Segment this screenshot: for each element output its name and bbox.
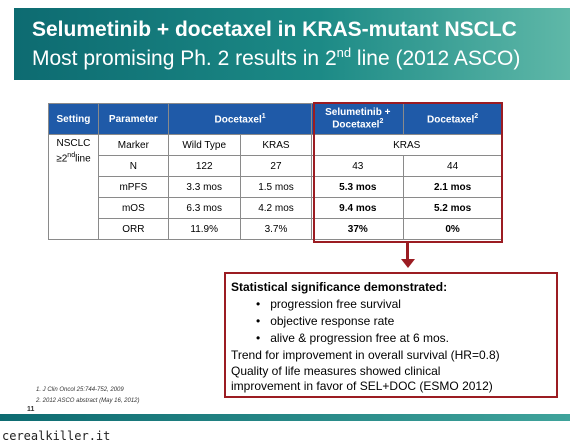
marker-label: Marker <box>97 134 169 156</box>
row-label: mOS <box>97 197 169 219</box>
header-selumetinib-line1: Selumetinib + <box>325 107 391 119</box>
header-selumetinib-sup: 2 <box>379 118 384 126</box>
table-row: ORR 11.9% 3.7% 37% 0% <box>49 218 502 240</box>
callout-box: Statistical significance demonstrated: •… <box>224 272 558 398</box>
header-setting: Setting <box>48 103 99 135</box>
table-row: mOS 6.3 mos 4.2 mos 9.4 mos 5.2 mos <box>49 197 502 219</box>
callout-heading: Statistical significance demonstrated: <box>231 280 448 294</box>
row-label: ORR <box>97 218 169 240</box>
setting-line2: ≥2 <box>56 153 68 165</box>
header-docetaxel-2: Docetaxel2 <box>403 103 502 135</box>
page-number: 11 <box>27 406 35 413</box>
marker-kras-1: KRAS <box>239 134 313 156</box>
cell-kras: 1.5 mos <box>239 176 313 198</box>
cell-wild-type: 6.3 mos <box>167 197 241 219</box>
slide-title: Selumetinib + docetaxel in KRAS-mutant N… <box>32 18 517 41</box>
arrow-down-icon <box>401 259 415 268</box>
cell-kras: 3.7% <box>239 218 313 240</box>
callout-line: Trend for improvement in overall surviva… <box>231 348 500 362</box>
watermark: cerealkiller.it <box>2 429 111 443</box>
setting-cell: NSCLC ≥2ndline <box>48 134 99 240</box>
slide-subtitle: Most promising Ph. 2 results in 2nd line… <box>32 45 520 71</box>
header-parameter: Parameter <box>97 103 169 135</box>
header-selumetinib: Selumetinib + Docetaxel2 <box>311 103 405 135</box>
header-docetaxel-1-sup: 1 <box>261 112 266 120</box>
highlight-frame <box>313 102 503 243</box>
header-docetaxel-2-text: Docetaxel <box>427 114 475 126</box>
callout-bullet: • progression free survival <box>256 297 401 311</box>
arrow-shaft <box>406 241 409 261</box>
row-label: N <box>97 155 169 177</box>
cell-selumetinib: 37% <box>311 218 405 240</box>
cell-kras: 27 <box>239 155 313 177</box>
cell-kras: 4.2 mos <box>239 197 313 219</box>
bullet-text: progression free survival <box>270 297 401 311</box>
row-label: mPFS <box>97 176 169 198</box>
header-docetaxel-1: Docetaxel1 <box>167 103 313 135</box>
subtitle-text: Most promising Ph. 2 results in 2 <box>32 47 337 70</box>
setting-line1: NSCLC <box>56 138 91 149</box>
title-banner: Selumetinib + docetaxel in KRAS-mutant N… <box>14 8 570 80</box>
bullet-text: alive & progression free at 6 mos. <box>270 331 449 345</box>
table-row: N 122 27 43 44 <box>49 155 502 177</box>
setting-sup: nd <box>67 152 76 159</box>
results-table: Setting Parameter Docetaxel1 Selumetinib… <box>48 103 502 240</box>
cell-wild-type: 11.9% <box>167 218 241 240</box>
subtitle-text-end: line (2012 ASCO) <box>351 47 521 70</box>
subtitle-sup: nd <box>336 45 352 60</box>
marker-wild-type: Wild Type <box>167 134 241 156</box>
header-docetaxel-1-text: Docetaxel <box>214 114 262 126</box>
bullet-text: objective response rate <box>270 314 395 328</box>
callout-line: improvement in favor of SEL+DOC (ESMO 20… <box>231 379 493 393</box>
setting-line2-end: line <box>75 153 91 165</box>
table-row: mPFS 3.3 mos 1.5 mos 5.3 mos 2.1 mos <box>49 176 502 198</box>
callout-line: Quality of life measures showed clinical <box>231 364 441 378</box>
header-docetaxel-2-sup: 2 <box>474 112 479 120</box>
cell-wild-type: 122 <box>167 155 241 177</box>
callout-bullet: • objective response rate <box>256 314 395 328</box>
footnote-2: 2. 2012 ASCO abstract (May 16, 2012) <box>36 398 140 404</box>
footnote-1: 1. J Clin Oncol 25:744-752, 2009 <box>36 387 124 393</box>
header-selumetinib-line2: Docetaxel <box>332 119 380 131</box>
footer-bar <box>0 414 570 421</box>
table-header-row: Setting Parameter Docetaxel1 Selumetinib… <box>48 103 502 135</box>
cell-wild-type: 3.3 mos <box>167 176 241 198</box>
callout-bullet: • alive & progression free at 6 mos. <box>256 331 449 345</box>
